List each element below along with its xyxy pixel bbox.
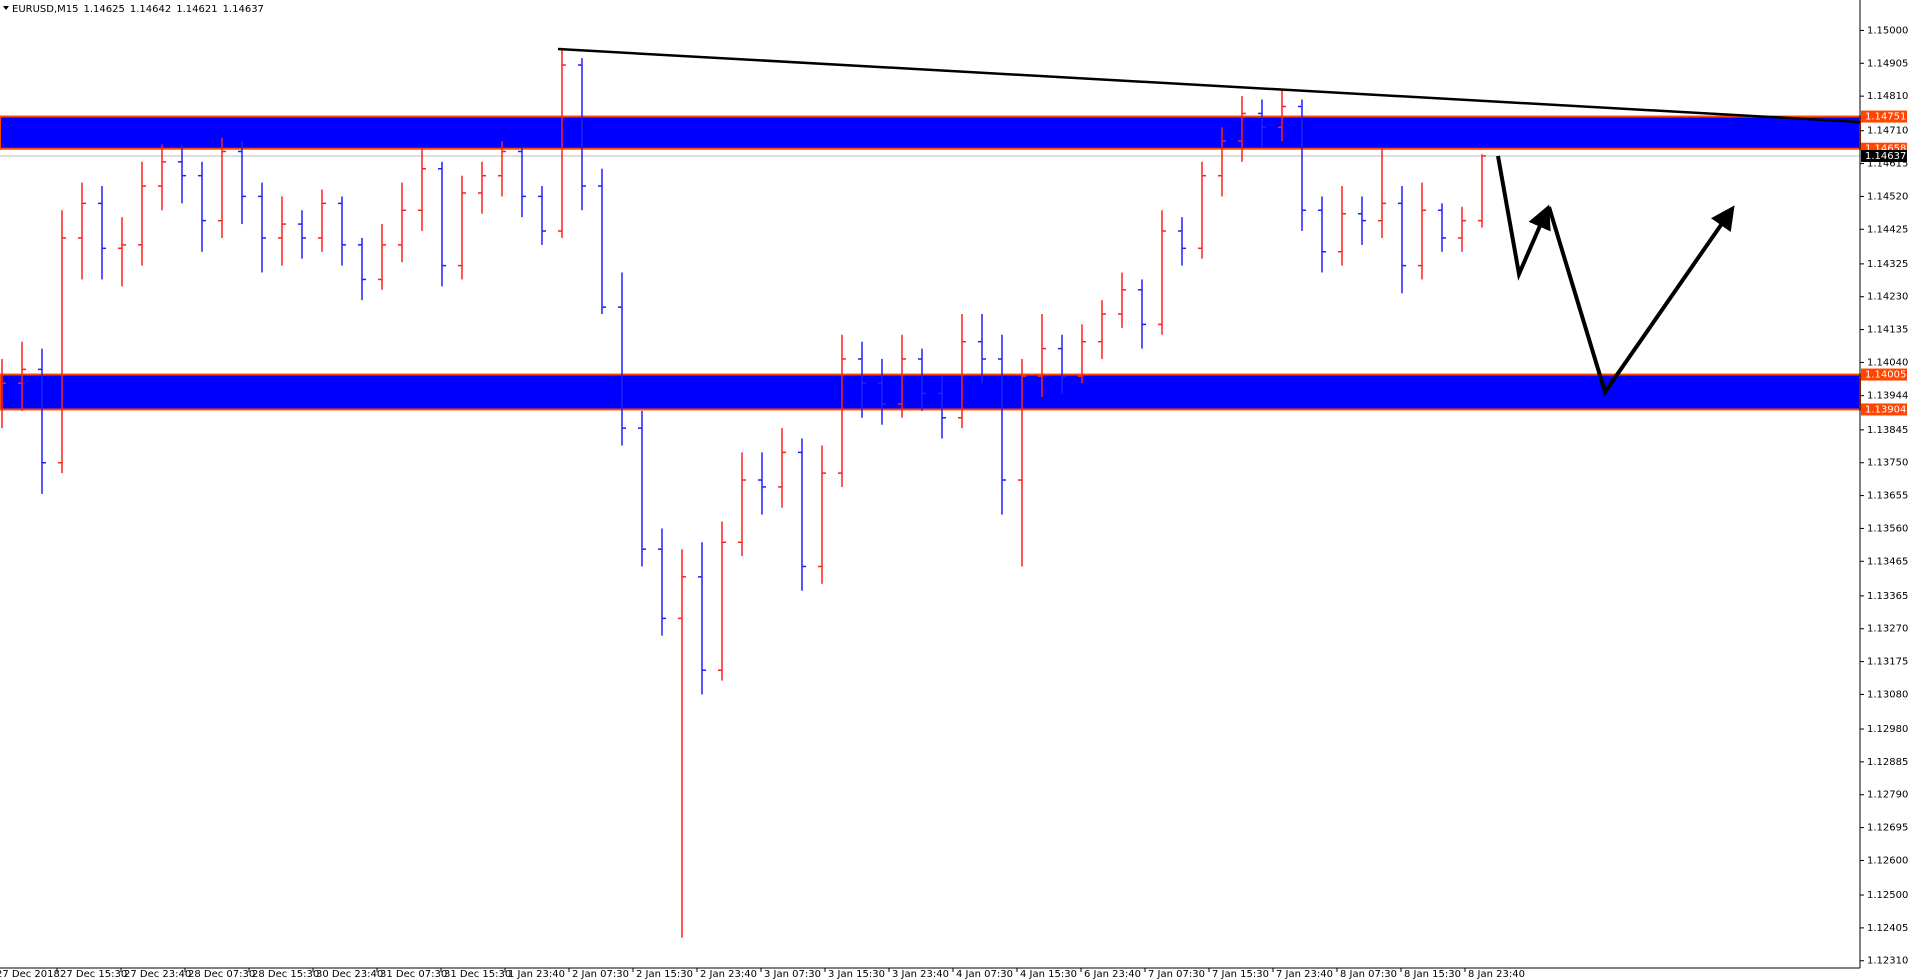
y-tick-label: 1.12600	[1867, 855, 1908, 866]
y-tick-label: 1.13365	[1867, 591, 1908, 602]
x-tick-label: 2 Jan 23:40	[700, 969, 757, 979]
x-tick-label: 28 Dec 07:30	[188, 969, 255, 979]
y-tick-label: 1.13465	[1867, 556, 1908, 567]
header-text: EURUSD,M15 1.14625 1.14642 1.14621 1.14637	[12, 4, 264, 15]
y-tick-label: 1.14230	[1867, 292, 1908, 303]
x-tick-label: 8 Jan 23:40	[1468, 969, 1525, 979]
price-tag: 1.13904	[1865, 404, 1906, 415]
price-tag-bg	[1861, 149, 1907, 162]
y-tick-label: 1.13175	[1867, 657, 1908, 668]
y-tick-label: 1.12790	[1867, 790, 1908, 801]
y-tick-label: 1.15000	[1867, 25, 1908, 36]
y-tick-label: 1.13655	[1867, 491, 1908, 502]
y-tick-label: 1.12980	[1867, 724, 1908, 735]
y-tick-label: 1.14425	[1867, 224, 1908, 235]
y-tick-label: 1.12695	[1867, 823, 1908, 834]
x-tick-label: 31 Dec 15:30	[444, 969, 511, 979]
header-quote: 1.14625	[83, 4, 124, 15]
x-tick-label: 4 Jan 07:30	[956, 969, 1013, 979]
zone-band	[0, 115, 1861, 150]
x-tick-label: 8 Jan 07:30	[1340, 969, 1397, 979]
x-tick-label: 31 Dec 07:30	[380, 969, 447, 979]
x-tick-label: 27 Dec 2018	[0, 969, 60, 979]
y-tick-label: 1.14810	[1867, 91, 1908, 102]
header-quote: 1.14637	[223, 4, 264, 15]
x-tick-label: 2 Jan 07:30	[572, 969, 629, 979]
x-tick-label: 1 Jan 23:40	[508, 969, 565, 979]
y-tick-label: 1.13080	[1867, 689, 1908, 700]
x-tick-label: 7 Jan 15:30	[1212, 969, 1269, 979]
header-icon	[3, 6, 9, 10]
trendline	[557, 47, 1861, 124]
price-tag-bg	[1861, 110, 1907, 123]
header-quote: 1.14642	[130, 4, 171, 15]
x-tick-label: 8 Jan 15:30	[1404, 969, 1461, 979]
y-tick-label: 1.13270	[1867, 624, 1908, 635]
price-tag: 1.14658	[1865, 144, 1906, 155]
x-tick-label: 2 Jan 15:30	[636, 969, 693, 979]
price-tag-bg	[1861, 403, 1907, 416]
price-tag-bg	[1861, 368, 1907, 381]
y-tick-label: 1.14135	[1867, 325, 1908, 336]
y-tick-label: 1.12885	[1867, 757, 1908, 768]
x-tick-label: 7 Jan 07:30	[1148, 969, 1205, 979]
projection-arrow	[1547, 205, 1735, 397]
y-tick-label: 1.14905	[1867, 58, 1908, 69]
x-tick-label: 6 Jan 23:40	[1084, 969, 1141, 979]
y-tick-label: 1.12310	[1867, 956, 1908, 967]
y-tick-label: 1.12405	[1867, 923, 1908, 934]
x-tick-label: 7 Jan 23:40	[1276, 969, 1333, 979]
header-symbol: EURUSD,M15	[12, 4, 78, 15]
y-tick-label: 1.13560	[1867, 523, 1908, 534]
y-tick-label: 1.12500	[1867, 890, 1908, 901]
x-tick-label: 27 Dec 15:30	[60, 969, 127, 979]
x-tick-label: 28 Dec 15:30	[252, 969, 319, 979]
y-tick-label: 1.13750	[1867, 458, 1908, 469]
x-tick-label: 3 Jan 07:30	[764, 969, 821, 979]
y-tick-label: 1.14040	[1867, 357, 1908, 368]
y-tick-label: 1.14615	[1867, 159, 1908, 170]
projection-arrow	[1496, 155, 1551, 281]
x-tick-label: 27 Dec 23:40	[124, 969, 191, 979]
x-tick-label: 3 Jan 15:30	[828, 969, 885, 979]
price-tag: 1.14751	[1865, 112, 1906, 123]
price-tag: 1.14005	[1865, 370, 1906, 381]
price-tag: 1.14637	[1865, 151, 1906, 162]
zone-band	[0, 373, 1861, 411]
x-tick-label: 3 Jan 23:40	[892, 969, 949, 979]
y-tick-label: 1.13845	[1867, 425, 1908, 436]
y-tick-label: 1.14710	[1867, 126, 1908, 137]
plot-area	[0, 47, 1861, 938]
y-tick-label: 1.14325	[1867, 259, 1908, 270]
y-tick-label: 1.14520	[1867, 191, 1908, 202]
x-tick-label: 4 Jan 15:30	[1020, 969, 1077, 979]
x-tick-label: 30 Dec 23:40	[316, 969, 383, 979]
y-tick-label: 1.13944	[1867, 391, 1908, 402]
header-quote: 1.14621	[176, 4, 217, 15]
